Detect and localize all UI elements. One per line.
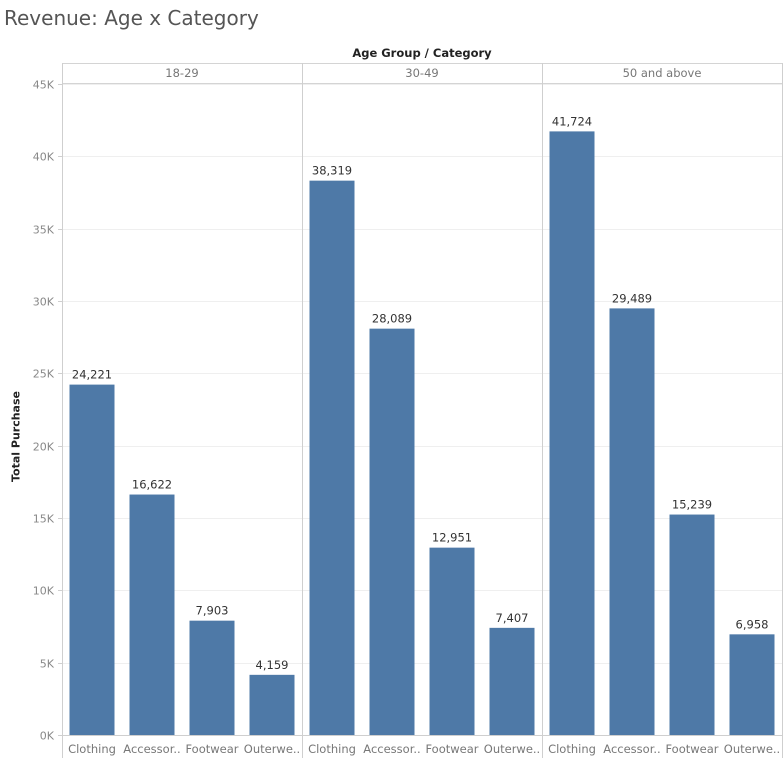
category-label: Outerwe.. bbox=[724, 742, 780, 756]
category-label: Footwear bbox=[185, 742, 238, 756]
bar bbox=[729, 634, 775, 735]
bar bbox=[429, 547, 475, 735]
y-tick-label: 0K bbox=[40, 730, 55, 743]
data-label: 41,724 bbox=[552, 114, 592, 128]
bar bbox=[489, 627, 535, 735]
category-label: Accessor.. bbox=[603, 742, 660, 756]
bar bbox=[129, 494, 175, 735]
category-label: Accessor.. bbox=[123, 742, 180, 756]
category-label: Clothing bbox=[548, 742, 596, 756]
bar bbox=[669, 514, 715, 735]
y-tick-label: 45K bbox=[33, 79, 55, 92]
data-label: 15,239 bbox=[672, 498, 712, 512]
data-label: 4,159 bbox=[256, 658, 289, 672]
panel-header-18-29: 18-29 bbox=[165, 66, 199, 80]
category-label: Outerwe.. bbox=[244, 742, 300, 756]
y-tick-label: 25K bbox=[33, 368, 55, 381]
bar bbox=[549, 131, 595, 735]
category-label: Clothing bbox=[308, 742, 356, 756]
panel-header-50-and-above: 50 and above bbox=[622, 66, 702, 80]
data-label: 7,903 bbox=[196, 604, 229, 618]
data-label: 29,489 bbox=[612, 291, 652, 305]
y-tick-label: 10K bbox=[33, 585, 55, 598]
category-label: Accessor.. bbox=[363, 742, 420, 756]
column-header-label: Age Group / Category bbox=[352, 46, 492, 60]
y-tick-label: 5K bbox=[40, 658, 55, 671]
bar bbox=[309, 180, 355, 735]
panel-header-30-49: 30-49 bbox=[405, 66, 439, 80]
bar bbox=[189, 620, 235, 735]
data-label: 16,622 bbox=[132, 478, 172, 492]
bar bbox=[369, 328, 415, 735]
data-label: 28,089 bbox=[372, 312, 412, 326]
data-label: 24,221 bbox=[72, 368, 112, 382]
category-label: Footwear bbox=[425, 742, 478, 756]
y-tick-label: 40K bbox=[33, 151, 55, 164]
category-label: Outerwe.. bbox=[484, 742, 540, 756]
data-label: 7,407 bbox=[496, 611, 529, 625]
bar bbox=[69, 384, 115, 735]
y-tick-label: 15K bbox=[33, 513, 55, 526]
bar bbox=[609, 308, 655, 735]
category-label: Clothing bbox=[68, 742, 116, 756]
data-label: 6,958 bbox=[736, 617, 769, 631]
y-tick-label: 20K bbox=[33, 441, 55, 454]
category-label: Footwear bbox=[665, 742, 718, 756]
data-label: 38,319 bbox=[312, 164, 352, 178]
y-tick-label: 35K bbox=[33, 224, 55, 237]
data-label: 12,951 bbox=[432, 531, 472, 545]
chart-title: Revenue: Age x Category bbox=[4, 6, 259, 30]
bar bbox=[249, 674, 295, 735]
y-tick-label: 30K bbox=[33, 296, 55, 309]
